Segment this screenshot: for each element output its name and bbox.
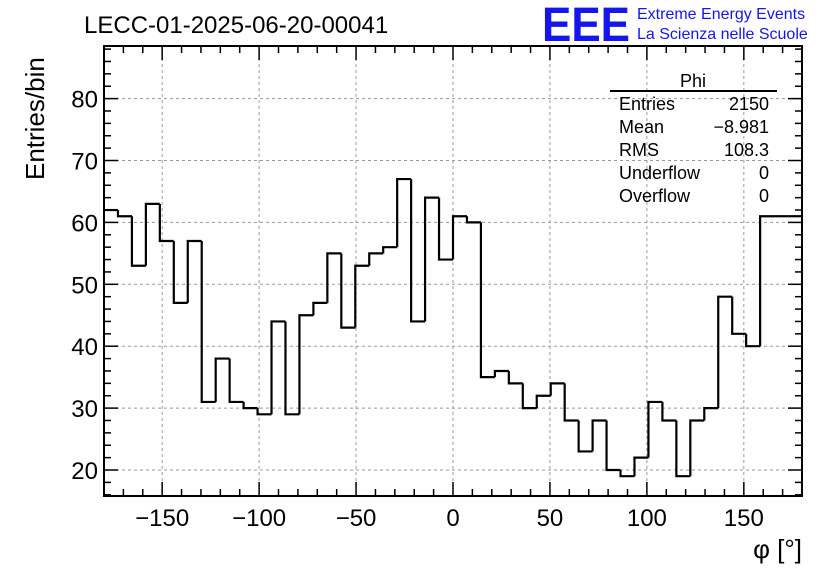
histogram-bin — [382, 246, 398, 254]
stats-value-rms: 108.3 — [724, 140, 769, 160]
x-tick-label: −50 — [336, 505, 377, 532]
histogram-bin — [605, 420, 621, 472]
histogram-bin — [549, 382, 565, 396]
histogram-bin — [437, 197, 453, 261]
histogram-bin — [354, 264, 370, 328]
histogram-bin — [410, 179, 426, 323]
histogram-bin — [200, 240, 216, 404]
histogram-bin — [591, 419, 607, 452]
grid — [104, 46, 802, 496]
histogram-bin — [535, 394, 551, 409]
histogram-bin — [340, 253, 356, 329]
stats-label-rms: RMS — [619, 140, 659, 160]
histogram-bin — [423, 196, 440, 322]
histogram-bin — [270, 320, 286, 415]
stats-value-mean: −8.981 — [713, 117, 769, 137]
x-tick-label: 100 — [627, 505, 667, 532]
stats-value-entries: 2150 — [729, 94, 769, 114]
y-tick-label: 30 — [71, 396, 98, 423]
histogram-bin — [493, 369, 509, 378]
stats-label-underflow: Underflow — [619, 163, 701, 183]
histogram-bin — [731, 296, 747, 335]
histogram-bin — [312, 301, 328, 316]
y-tick-label: 80 — [71, 87, 98, 114]
histogram-bin — [577, 420, 593, 453]
stats-label-mean: Mean — [619, 117, 664, 137]
histogram-bin — [186, 239, 202, 303]
x-tick-label: −150 — [135, 505, 189, 532]
histogram-bin — [619, 470, 635, 478]
histogram-bin — [521, 383, 537, 410]
y-tick-label: 50 — [71, 272, 98, 299]
stats-value-underflow: 0 — [759, 163, 769, 183]
y-tick-label: 20 — [71, 458, 98, 485]
x-axis-label: φ [°] — [753, 534, 802, 564]
histogram-bin — [242, 401, 258, 410]
x-tick-label: 150 — [724, 505, 764, 532]
histogram-bin — [647, 400, 663, 458]
chart-title: LECC-01-2025-06-20-00041 — [84, 12, 388, 39]
logo-line-1: Extreme Energy Events — [637, 6, 805, 23]
histogram-bin — [759, 215, 775, 347]
tick-labels: −150 −100 −50 0 50 100 150 20 30 40 50 60 70 80 — [71, 87, 764, 532]
stats-label-overflow: Overflow — [619, 186, 691, 206]
stats-box: Phi Entries 2150 Mean −8.981 RMS 108.3 U… — [610, 71, 777, 206]
histogram-bin — [326, 252, 342, 303]
y-tick-label: 60 — [71, 210, 98, 237]
eee-logo: EEE Extreme Energy Events La Scienza nel… — [542, 0, 808, 52]
x-tick-label: 50 — [537, 505, 564, 532]
histogram-bin — [214, 357, 230, 402]
y-axis-label: Entries/bin — [20, 57, 50, 180]
histogram-bin — [479, 222, 495, 379]
logo-line-2: La Scienza nelle Scuole — [637, 26, 808, 43]
histogram — [104, 177, 802, 478]
histogram-bin — [633, 456, 649, 477]
histogram-bin — [717, 295, 733, 409]
histogram-bin — [172, 240, 188, 304]
histogram-bin — [675, 420, 691, 478]
histogram-bin — [661, 401, 677, 422]
logo-mark: EEE — [542, 0, 630, 52]
y-tick-label: 40 — [71, 334, 98, 361]
stats-title: Phi — [680, 71, 706, 91]
histogram-bin — [228, 358, 244, 404]
histogram-bin — [396, 177, 412, 248]
histogram-bin — [507, 370, 523, 385]
histogram-bin — [284, 321, 300, 416]
histogram-bin — [116, 210, 132, 218]
histogram-bin — [144, 202, 160, 266]
histogram-bin — [465, 216, 481, 224]
histogram-bin — [745, 333, 761, 348]
histogram-bin — [563, 383, 579, 422]
histogram-bin — [256, 408, 272, 416]
histogram-bin — [451, 215, 467, 260]
stats-value-overflow: 0 — [759, 186, 769, 206]
axes-frame — [103, 45, 803, 497]
stats-label-entries: Entries — [619, 94, 675, 114]
x-tick-label: 0 — [446, 505, 459, 532]
histogram-bin — [703, 407, 719, 421]
y-tick-label: 70 — [71, 149, 98, 176]
x-tick-label: −100 — [232, 505, 286, 532]
histogram-bin — [689, 419, 705, 477]
histogram-bin — [298, 314, 314, 415]
histogram-bin — [368, 252, 384, 266]
histogram-bin — [158, 203, 174, 243]
histogram-bin — [130, 216, 146, 267]
